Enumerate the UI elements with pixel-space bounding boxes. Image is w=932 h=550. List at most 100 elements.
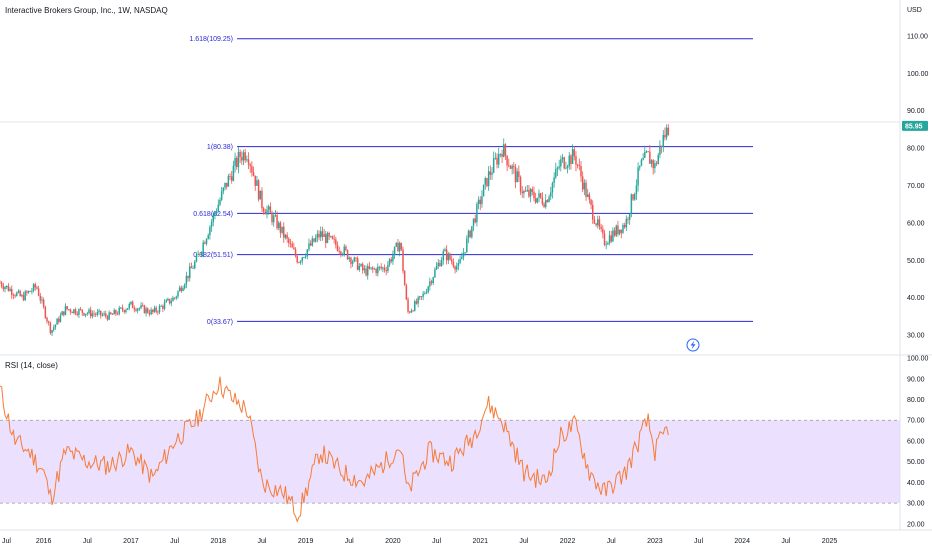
candle-body (2, 286, 5, 290)
candle-body (325, 234, 327, 243)
price-axis[interactable]: 30.00 40.00 50.00 60.00 70.00 80.00 90.00 100.0… (907, 33, 929, 339)
candle-body (155, 307, 157, 312)
candle-body (452, 261, 455, 267)
candle-body (170, 301, 173, 304)
candle-body (29, 291, 31, 292)
candle-body (623, 225, 626, 228)
candle-body (541, 197, 544, 205)
candle-body (432, 277, 434, 284)
candle-body (175, 296, 178, 298)
candle-body (397, 242, 399, 252)
candlestick-series[interactable] (0, 124, 670, 336)
candle-body (660, 145, 663, 147)
candle-body (49, 322, 52, 334)
candle-body (561, 157, 564, 160)
time-axis[interactable]: Jul 2016 Jul 2017 Jul 2018 Jul 2019 Jul 2020 Jul 20… (2, 538, 837, 545)
candle-body (116, 313, 119, 315)
candle-body (14, 295, 16, 297)
candle-body (34, 284, 37, 288)
candle-body (229, 176, 231, 177)
candle-body (115, 310, 117, 314)
time-tick-label: Jul (432, 538, 441, 545)
rsi-series[interactable] (0, 376, 669, 523)
candle-body (467, 230, 470, 239)
price-tick-label: 30.00 (907, 333, 925, 340)
candle-body (534, 198, 537, 203)
candle-body (496, 157, 498, 165)
candle-body (477, 199, 480, 204)
candle-body (361, 264, 364, 271)
candle-body (51, 329, 53, 334)
candle-body (266, 209, 268, 215)
candle-body (550, 192, 552, 197)
candle-body (519, 176, 522, 192)
candle-body (469, 230, 471, 238)
candle-body (153, 307, 156, 312)
candle-body (113, 310, 115, 315)
candle-body (42, 299, 45, 307)
candle-body (130, 301, 132, 304)
candle-body (21, 295, 23, 297)
candle-body (403, 271, 406, 286)
candle-body (314, 237, 317, 242)
candle-body (622, 225, 624, 233)
candle-body (299, 261, 302, 263)
candle-body (100, 310, 102, 316)
candle-body (585, 182, 587, 197)
candle-body (424, 293, 426, 295)
candle-body (318, 233, 320, 238)
candle-body (271, 212, 273, 223)
candle-body (524, 190, 527, 192)
candle-body (0, 282, 1, 284)
candle-body (630, 194, 633, 214)
candle-body (450, 259, 453, 262)
rsi-tick-label: 50.00 (907, 459, 925, 466)
candle-body (323, 234, 325, 237)
candle-body (479, 199, 481, 205)
candle-body (157, 311, 159, 313)
candle-body (570, 155, 572, 164)
candle-body (200, 252, 203, 255)
candle-body (649, 151, 651, 164)
candle-body (147, 308, 149, 313)
rsi-tick-label: 70.00 (907, 418, 925, 425)
candle-body (219, 199, 221, 205)
candle-body (24, 291, 26, 301)
lightning-icon[interactable] (686, 338, 700, 352)
candle-body (481, 196, 483, 205)
candle-body (422, 293, 424, 297)
candle-body (293, 247, 295, 250)
rsi-axis[interactable]: 20.00 30.00 40.00 50.00 60.00 70.00 80.00 90.00… (907, 356, 929, 529)
candle-body (301, 257, 304, 262)
candle-body (177, 291, 179, 297)
time-tick-label: Jul (607, 538, 616, 545)
candle-body (246, 159, 248, 161)
candle-body (131, 301, 134, 309)
candle-body (340, 251, 342, 255)
candle-body (182, 288, 184, 291)
candle-body (26, 291, 28, 293)
candle-body (199, 253, 201, 255)
time-tick-label: Jul (694, 538, 703, 545)
candle-body (44, 306, 47, 318)
candle-body (289, 243, 292, 245)
candle-body (365, 268, 367, 276)
candle-body (267, 206, 270, 210)
price-tick-label: 60.00 (907, 220, 925, 227)
candle-body (410, 310, 413, 313)
candle-body (580, 165, 582, 177)
candle-body (647, 151, 649, 153)
candle-body (185, 275, 188, 285)
candle-body (46, 317, 48, 322)
candle-body (499, 153, 502, 155)
rsi-line[interactable] (0, 376, 669, 523)
candle-body (503, 144, 505, 157)
price-tick-label: 100.00 (907, 71, 929, 78)
candle-body (224, 182, 226, 188)
candle-body (593, 219, 596, 224)
candle-body (125, 309, 127, 313)
candle-body (544, 200, 547, 207)
candle-body (472, 218, 475, 227)
candle-body (491, 172, 493, 175)
